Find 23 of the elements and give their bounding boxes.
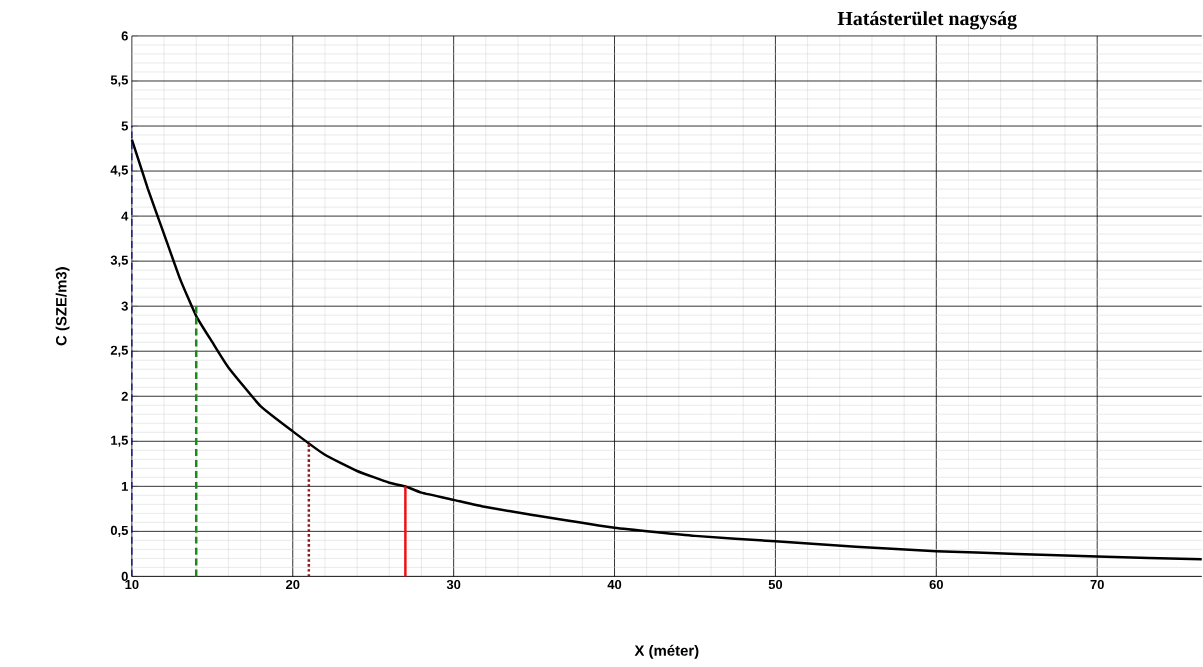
x-tick-label: 40 — [607, 579, 622, 589]
y-tick-label: 1 — [121, 481, 128, 491]
y-tick-label: 2 — [121, 391, 128, 401]
y-tick-label: 5 — [121, 121, 128, 131]
y-tick-label: 3 — [121, 301, 128, 311]
y-tick-label: 2,5 — [110, 345, 128, 357]
y-tick-label: 5,5 — [110, 75, 128, 87]
x-tick-label: 30 — [446, 579, 461, 589]
x-axis-title: X (méter) — [634, 644, 699, 659]
y-tick-label: 4 — [121, 211, 129, 221]
y-tick-label: 0,5 — [110, 525, 128, 537]
x-tick-label: 20 — [286, 579, 300, 589]
y-tick-label: 1,5 — [111, 435, 128, 447]
y-tick-label: 3,5 — [110, 255, 128, 267]
y-tick-label: 0 — [121, 571, 128, 581]
x-tick-label: 10 — [125, 579, 139, 589]
y-axis-title: C (SZE/m3) — [55, 266, 70, 346]
x-tick-label: 60 — [929, 579, 943, 589]
y-tick-label: 4,5 — [110, 165, 128, 177]
y-tick-label: 6 — [121, 31, 128, 41]
x-tick-label: 50 — [768, 579, 783, 589]
chart-title: Hatásterület nagyság — [837, 11, 1017, 30]
x-tick-label: 70 — [1090, 579, 1104, 589]
